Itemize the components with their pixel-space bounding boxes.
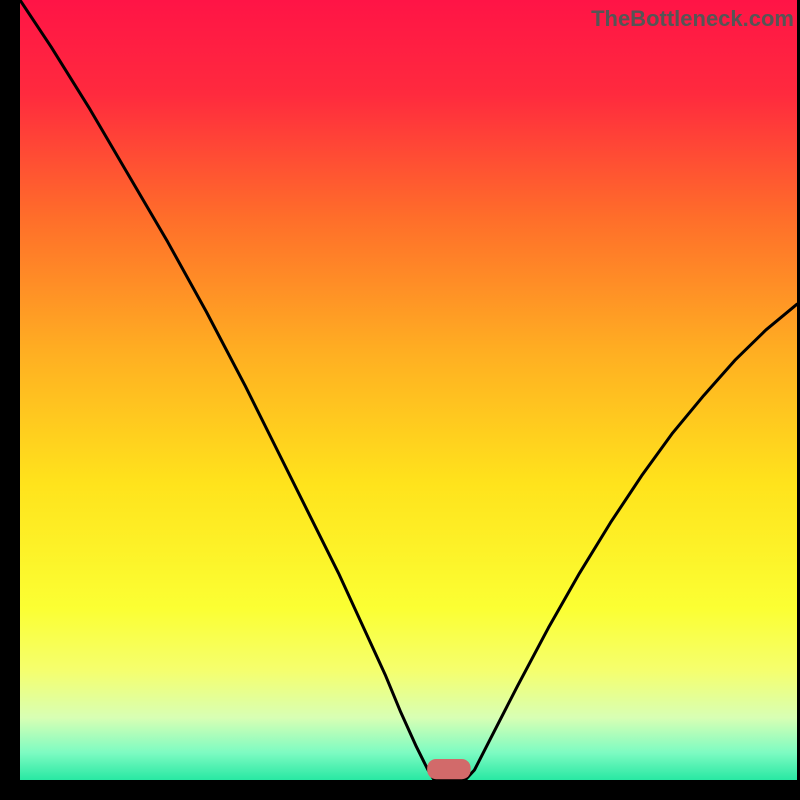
minimum-marker — [427, 759, 471, 779]
plot-background — [20, 0, 797, 780]
chart-svg — [0, 0, 800, 800]
bottleneck-chart: TheBottleneck.com — [0, 0, 800, 800]
axis-left — [0, 0, 20, 800]
axis-bottom — [0, 780, 800, 800]
